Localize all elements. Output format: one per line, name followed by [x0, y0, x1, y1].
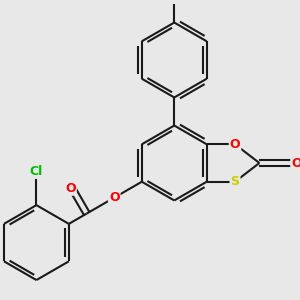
- Text: O: O: [65, 182, 76, 195]
- Text: O: O: [291, 157, 300, 169]
- Text: Cl: Cl: [30, 165, 43, 178]
- Text: S: S: [230, 175, 239, 188]
- Text: O: O: [230, 138, 240, 151]
- Text: O: O: [109, 191, 120, 204]
